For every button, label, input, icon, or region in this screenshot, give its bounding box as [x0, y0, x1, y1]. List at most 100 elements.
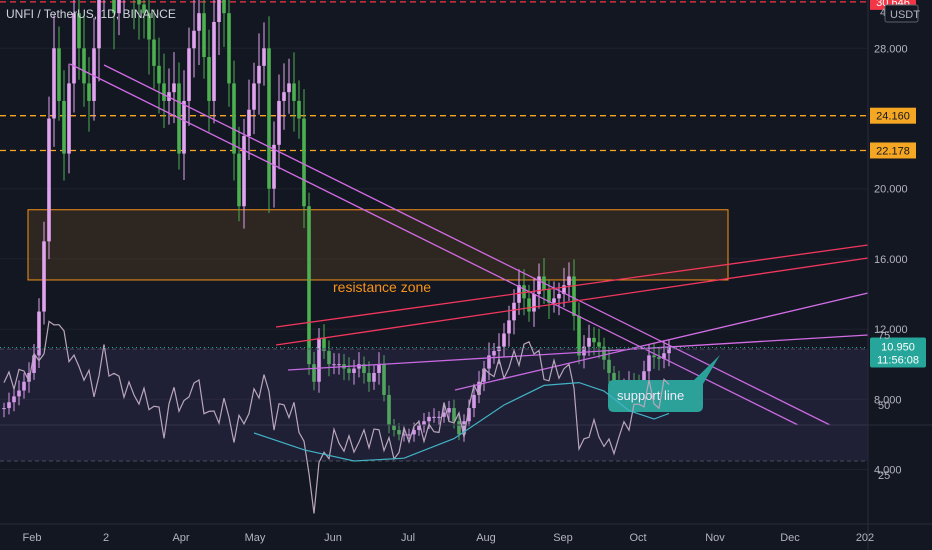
candle-body: [347, 368, 351, 373]
candle-body: [657, 357, 661, 359]
candle-body: [477, 381, 481, 395]
price-axis[interactable]: 4.0008.00012.00016.00020.00028.00032.000…: [0, 0, 926, 477]
candle-body: [47, 118, 51, 242]
resistance-zone-box[interactable]: [27, 209, 729, 281]
red-channel-line[interactable]: [275, 244, 869, 328]
purple-trend-line[interactable]: [454, 292, 869, 391]
time-tick-label: Dec: [780, 532, 800, 544]
candle-body: [192, 30, 196, 49]
candle-body: [182, 100, 186, 154]
candle-body: [662, 353, 666, 359]
support-line-callout[interactable]: support line: [608, 355, 720, 412]
candle-body: [357, 364, 361, 369]
candle-body: [647, 355, 651, 372]
candle-body: [582, 346, 586, 356]
rsi-axis[interactable]: 25 50 75: [878, 330, 890, 482]
candle-body: [597, 342, 601, 347]
time-tick-label: Oct: [629, 532, 646, 544]
candle-body: [482, 368, 486, 382]
candle-body: [332, 364, 336, 366]
candle-body: [472, 394, 476, 409]
trend-lines[interactable]: [69, 63, 869, 426]
candle-body: [37, 311, 41, 356]
candle-body: [222, 0, 226, 14]
candle-body: [492, 351, 496, 356]
price-tick-label: 4.000: [874, 465, 902, 477]
candle-body: [172, 83, 176, 93]
candle-body: [217, 0, 221, 22]
candle-body: [197, 13, 201, 31]
candle-body: [447, 408, 451, 413]
candle-body: [642, 371, 646, 388]
candle-body: [557, 294, 561, 299]
candle-body: [372, 372, 376, 382]
candle-body: [537, 276, 541, 294]
candle-body: [412, 430, 416, 435]
candle-body: [547, 289, 551, 303]
rsi-ma-line: [253, 381, 670, 462]
currency-badge: [884, 4, 919, 23]
time-tick-label: 202: [856, 532, 874, 544]
candle-body: [322, 337, 326, 352]
candle-body: [157, 65, 161, 84]
price-candles: [2, 0, 671, 442]
candle-body: [567, 276, 571, 286]
candle-body: [427, 416, 431, 422]
candle-body: [512, 302, 516, 321]
last-price-value: 10.950: [881, 342, 915, 354]
resistance-zone-label: resistance zone: [333, 279, 431, 295]
candle-body: [227, 13, 231, 84]
candle-body: [387, 394, 391, 426]
candle-body: [57, 48, 61, 101]
time-tick-label: 2: [103, 532, 109, 544]
candle-body: [532, 294, 536, 312]
candle-body: [667, 347, 671, 354]
candle-body: [377, 364, 381, 373]
candle-body: [97, 0, 101, 49]
candle-body: [367, 372, 371, 382]
rsi-pane: [0, 320, 868, 514]
candle-body: [487, 355, 491, 369]
candle-body: [517, 285, 521, 303]
price-tick-label: 28.000: [874, 43, 908, 55]
candle-body: [592, 337, 596, 343]
price-level-value: 30.646: [876, 0, 910, 9]
candle-body: [297, 100, 301, 119]
candle-body: [437, 416, 441, 418]
candle-body: [207, 57, 211, 101]
candle-body: [72, 13, 76, 84]
price-tick-label: 20.000: [874, 184, 908, 196]
horizontal-levels: 30.646 24.160 22.178: [0, 0, 916, 159]
candle-body: [12, 396, 16, 403]
candle-body: [522, 285, 526, 299]
candle-body: [502, 333, 506, 347]
candle-body: [392, 425, 396, 431]
candle-body: [87, 83, 91, 101]
purple-trend-line[interactable]: [287, 334, 869, 371]
purple-trend-line[interactable]: [69, 63, 799, 426]
candle-body: [397, 430, 401, 435]
candle-body: [327, 351, 331, 365]
candle-body: [247, 109, 251, 137]
currency-button[interactable]: 4 USDT: [880, 4, 920, 23]
candle-body: [602, 346, 606, 360]
candle-body: [277, 100, 281, 145]
candle-body: [457, 421, 461, 435]
red-channel-line[interactable]: [275, 257, 869, 346]
support-line-label: support line: [617, 388, 684, 403]
last-price-countdown: 11:56:08: [877, 355, 919, 367]
candle-body: [42, 241, 46, 312]
candle-body: [302, 118, 306, 207]
candle-body: [117, 0, 121, 14]
candle-body: [202, 13, 206, 58]
purple-trend-line[interactable]: [103, 64, 831, 426]
price-tick-label: 12.000: [874, 324, 908, 336]
candle-body: [22, 381, 26, 391]
candle-body: [212, 21, 216, 101]
candle-body: [257, 65, 261, 84]
candle-body: [612, 372, 616, 382]
currency-label: USDT: [890, 9, 920, 21]
candle-body: [352, 368, 356, 373]
